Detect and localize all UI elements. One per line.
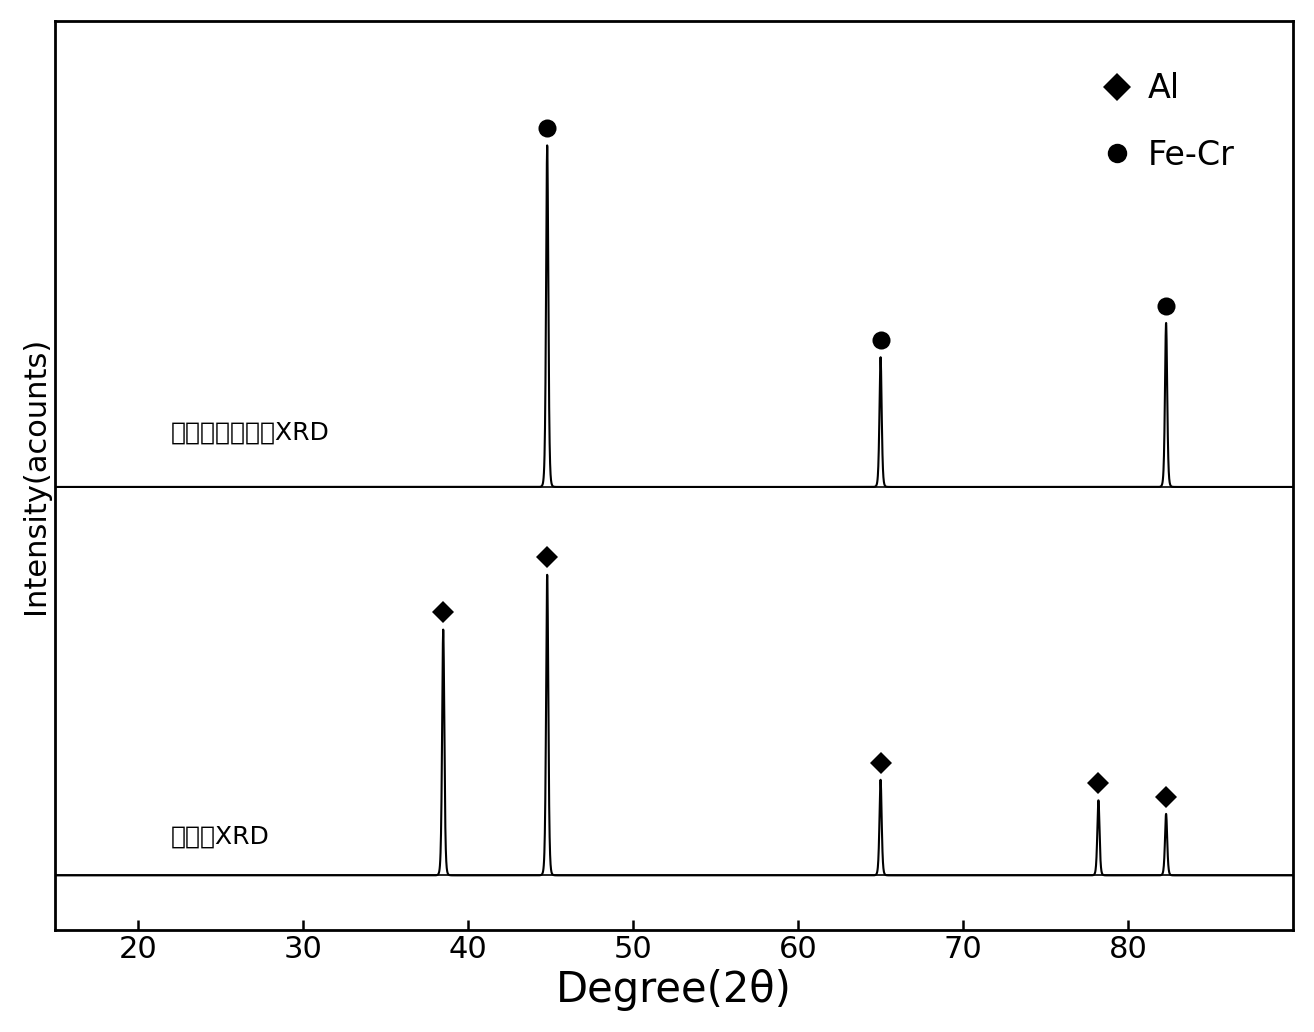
- Text: 激光熮覆处理后XRD: 激光熮覆处理后XRD: [171, 420, 330, 444]
- Text: 镀铝后XRD: 镀铝后XRD: [171, 825, 269, 848]
- Y-axis label: Intensity(acounts): Intensity(acounts): [21, 336, 50, 614]
- Legend: Al, Fe-Cr: Al, Fe-Cr: [1088, 56, 1252, 189]
- X-axis label: Degree(2θ): Degree(2θ): [556, 969, 792, 1011]
